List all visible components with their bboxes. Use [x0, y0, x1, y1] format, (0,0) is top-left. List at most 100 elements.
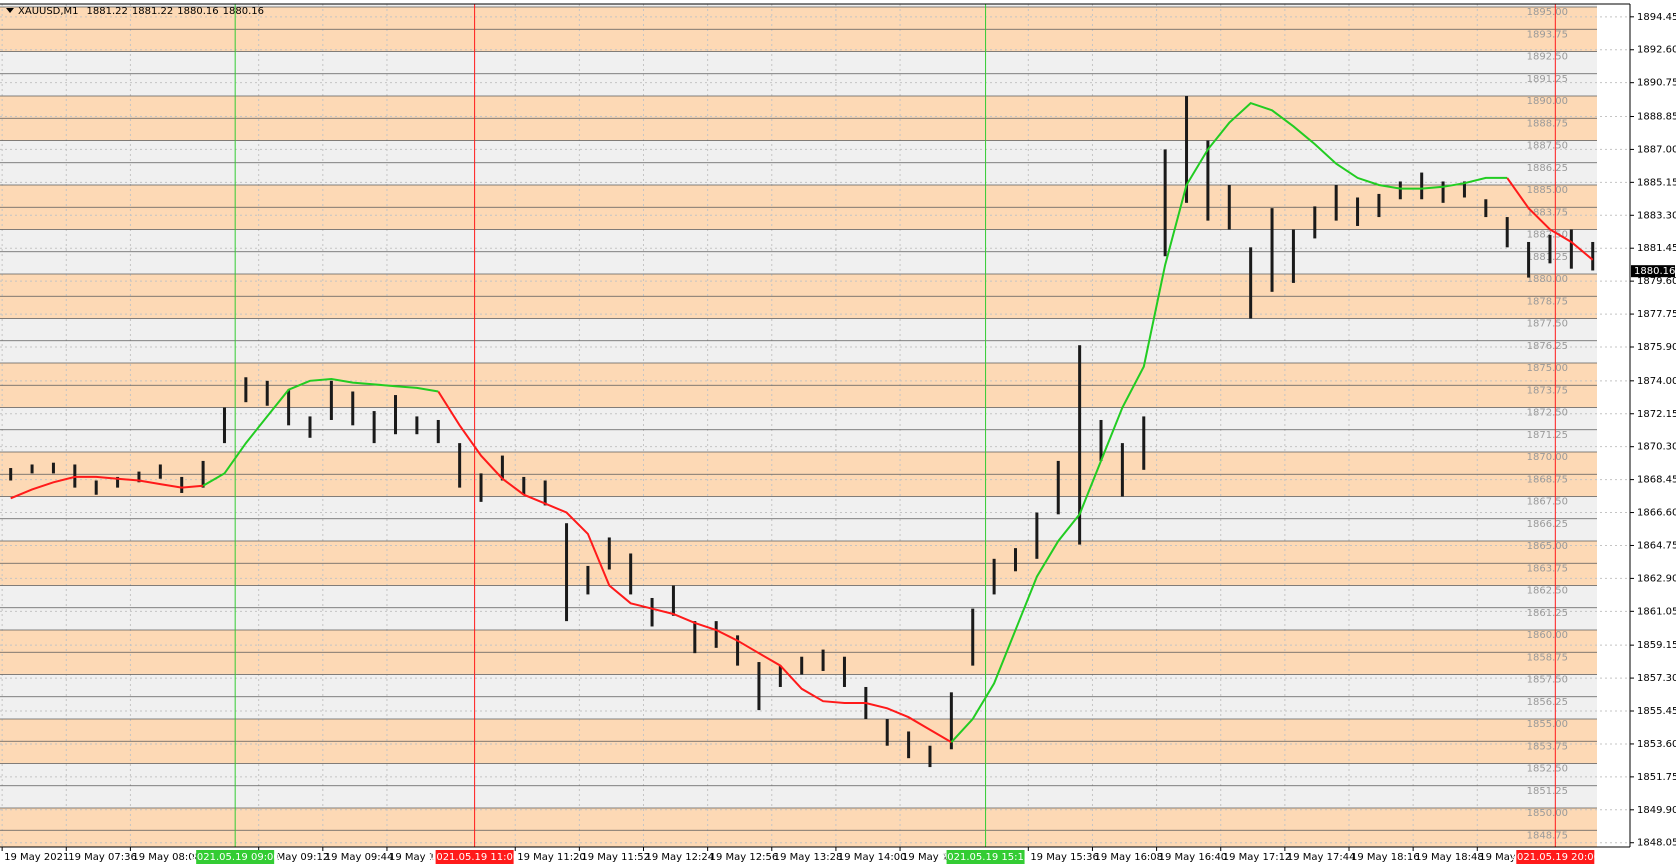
price-bar: [415, 416, 419, 435]
y-tick-label: 1892.60: [1637, 45, 1676, 56]
marker-label-box: [1516, 850, 1595, 864]
x-tick-label: 19 May 13:28: [774, 852, 843, 863]
price-bar: [757, 662, 761, 711]
y-tick-label: 1870.30: [1637, 442, 1676, 453]
price-bar: [1291, 229, 1295, 283]
level-label: 1881.25: [1527, 252, 1568, 263]
price-bar: [1270, 208, 1274, 292]
y-tick-label: 1859.15: [1637, 640, 1676, 651]
price-bar: [671, 585, 675, 616]
x-tick-label: 19 May 09:12: [261, 852, 330, 863]
y-tick-label: 1883.30: [1637, 210, 1676, 221]
level-label: 1875.00: [1527, 363, 1568, 374]
price-bar: [1206, 140, 1210, 221]
price-bar: [1441, 181, 1445, 203]
level-label: 1886.25: [1527, 163, 1568, 174]
price-bar: [971, 608, 975, 666]
x-tick-label: 19 May 17:44: [1287, 852, 1356, 863]
price-bar: [992, 558, 996, 595]
price-bar: [586, 565, 590, 595]
price-bar: [778, 665, 782, 687]
price-bar: [1505, 217, 1509, 248]
x-tick-label: 19 May 14:00: [838, 852, 907, 863]
y-tick-label: 1872.15: [1637, 409, 1676, 420]
price-bar: [1420, 172, 1424, 200]
level-label: 1891.25: [1527, 74, 1568, 85]
header-value: 1881.22: [87, 6, 128, 17]
level-label: 1860.00: [1527, 630, 1568, 641]
y-tick-label: 1887.00: [1637, 144, 1676, 155]
price-bar: [137, 471, 141, 483]
y-tick-label: 1866.60: [1637, 508, 1676, 519]
x-tick-label: 19 May 18:48: [1415, 852, 1484, 863]
level-label: 1872.50: [1527, 408, 1568, 419]
x-tick-label: 19 May 16:40: [1159, 852, 1228, 863]
price-bar: [1120, 443, 1124, 497]
price-bar: [394, 395, 398, 435]
marker-label: 2021.05.19 15:15: [941, 852, 1030, 863]
price-bar: [308, 416, 312, 438]
price-bar: [30, 464, 34, 474]
level-label: 1873.75: [1527, 385, 1568, 396]
x-tick-label: 19 May 14:: [902, 852, 958, 863]
price-bar: [1035, 512, 1039, 559]
y-tick-label: 1857.30: [1637, 673, 1676, 684]
price-bar: [1185, 96, 1189, 203]
axis-gap: [1597, 4, 1630, 847]
y-tick-label: 1888.85: [1637, 111, 1676, 122]
x-tick-label: 19 May 18:16: [1351, 852, 1420, 863]
price-bar: [479, 473, 483, 502]
price-bar: [1377, 193, 1381, 218]
level-label: 1890.00: [1527, 96, 1568, 107]
price-bar: [543, 480, 547, 506]
level-label: 1877.50: [1527, 319, 1568, 330]
header-value: 1880.16: [177, 6, 218, 17]
level-label: 1848.75: [1527, 830, 1568, 841]
menu-arrow: [6, 8, 14, 13]
price-bar: [94, 480, 98, 495]
level-label: 1856.25: [1527, 697, 1568, 708]
level-label: 1861.25: [1527, 608, 1568, 619]
price-bar: [287, 389, 291, 426]
price-bar: [714, 621, 718, 648]
level-label: 1883.75: [1527, 207, 1568, 218]
price-bar: [1078, 345, 1082, 545]
price-bar: [1227, 185, 1231, 230]
last-price-box: [1631, 265, 1675, 278]
symbol-title: XAUUSD,M1: [18, 6, 79, 17]
y-tick-label: 1890.75: [1637, 78, 1676, 89]
level-label: 1858.75: [1527, 652, 1568, 663]
y-tick-label: 1881.45: [1637, 243, 1676, 254]
x-tick-label: 19 May 12:24: [646, 852, 715, 863]
level-label: 1887.50: [1527, 141, 1568, 152]
level-label: 1865.00: [1527, 541, 1568, 552]
price-bar: [1013, 548, 1017, 572]
level-label: 1850.00: [1527, 808, 1568, 819]
price-bar: [736, 635, 740, 666]
price-bar: [329, 380, 333, 420]
y-tick-label: 1877.75: [1637, 309, 1676, 320]
x-tick-label: 19 May 08:08: [132, 852, 201, 863]
band: [0, 808, 1597, 847]
marker-label-box: [435, 850, 514, 864]
level-label: 1863.75: [1527, 563, 1568, 574]
x-tick-label: 19 May 07:36: [68, 852, 137, 863]
price-bar: [500, 455, 504, 481]
moving-average: [202, 101, 1508, 743]
level-label: 1892.50: [1527, 52, 1568, 63]
level-label: 1880.00: [1527, 274, 1568, 285]
price-bar: [351, 391, 355, 426]
price-bar: [244, 377, 248, 403]
x-tick-label: 19 May 2021: [4, 852, 69, 863]
price-bar: [51, 462, 55, 474]
price-bar: [607, 537, 611, 570]
x-tick-label: 19 May 17:12: [1223, 852, 1292, 863]
level-label: 1852.50: [1527, 764, 1568, 775]
y-tick-label: 1885.15: [1637, 177, 1676, 188]
price-bar: [158, 464, 162, 479]
price-bar: [1356, 197, 1360, 226]
level-label: 1882.50: [1527, 230, 1568, 241]
y-tick-label: 1879.60: [1637, 276, 1676, 287]
price-bar: [842, 656, 846, 687]
price-bar: [907, 731, 911, 759]
